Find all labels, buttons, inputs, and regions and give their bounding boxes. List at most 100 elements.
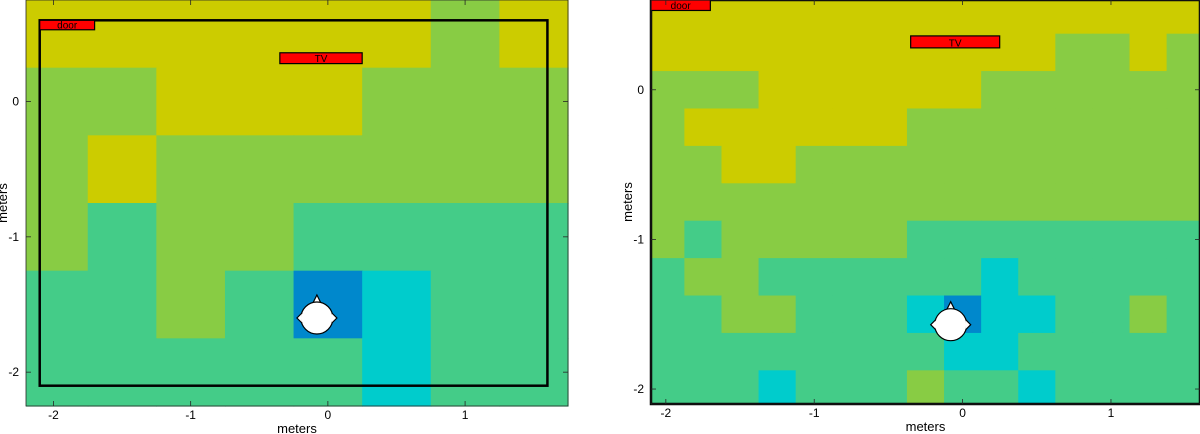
heatmap-cell [1129, 108, 1168, 147]
heatmap-cell [795, 332, 834, 371]
heatmap-cell [651, 33, 685, 72]
heatmap-cell [224, 135, 295, 204]
heatmap-cell [795, 370, 834, 405]
heatmap-cell [795, 0, 834, 35]
heatmap-cell [1129, 332, 1168, 371]
heatmap-cell [1018, 108, 1056, 147]
heatmap-cell [293, 135, 363, 204]
heatmap-cell [1166, 332, 1200, 371]
heatmap-cell [499, 0, 569, 69]
heatmap-cell [87, 67, 157, 136]
heatmap-cell [224, 67, 295, 136]
heatmap-cell [430, 67, 500, 136]
x-axis-title: meters [906, 419, 946, 434]
tv-marker [279, 52, 363, 65]
heatmap-cell [684, 370, 723, 405]
heatmap-cell [1018, 295, 1056, 334]
heatmap-cell [906, 108, 945, 147]
heatmap-cell [721, 295, 760, 334]
heatmap-cell [293, 67, 363, 136]
heatmap-cell [758, 220, 797, 259]
heatmap-cell [721, 71, 760, 110]
heatmap-cell [869, 108, 908, 147]
heatmap-cell [651, 108, 685, 147]
heatmap-cell [1055, 0, 1094, 35]
heatmap-cell [156, 0, 226, 69]
heatmap-cell [651, 145, 685, 184]
y-tick-label: -2 [633, 382, 644, 396]
heatmap-cell [721, 220, 760, 259]
heatmap-cell [869, 71, 908, 110]
heatmap-cell [721, 370, 760, 405]
heatmap-cell [1055, 220, 1094, 259]
heatmap-cell [1129, 71, 1168, 110]
heatmap-cell [1129, 370, 1168, 405]
heatmap-cells [651, 0, 1200, 405]
heatmap-cell [906, 183, 945, 222]
heatmap-cell [499, 203, 569, 272]
right-heatmap-panel: door TV -2 -1 0 1 -2 -1 0 meters meters [620, 0, 1200, 434]
heatmap-cell [651, 258, 685, 297]
heatmap-cell [721, 145, 760, 184]
heatmap-cell [1018, 33, 1056, 72]
room-outline [38, 19, 549, 387]
heatmap-cell [906, 370, 945, 405]
heatmap-cell [1129, 183, 1168, 222]
heatmap-cell [832, 183, 871, 222]
heatmap-cell [651, 71, 685, 110]
tv-label: TV [315, 54, 328, 65]
heatmap-cell [293, 338, 363, 407]
heatmap-cell [869, 370, 908, 405]
heatmap-cell [906, 220, 945, 259]
heatmap-cell [87, 338, 157, 407]
heatmap-cells [26, 0, 569, 407]
heatmap-cell [651, 332, 685, 371]
heatmap-cell [944, 0, 982, 35]
heatmap-cell [362, 270, 432, 339]
head-right-ear [331, 312, 338, 324]
head-right-ear [965, 319, 972, 331]
y-tick-label: -1 [8, 230, 19, 244]
heatmap-cell [869, 183, 908, 222]
heatmap-cell [1055, 145, 1094, 184]
heatmap-cell [869, 220, 908, 259]
heatmap-cell [795, 71, 834, 110]
heatmap-cell [832, 0, 871, 35]
heatmap-cell [156, 67, 226, 136]
heatmap-cell [832, 332, 871, 371]
heatmap-cell [684, 220, 723, 259]
heatmap-cell [981, 145, 1019, 184]
tv-label: TV [949, 38, 962, 49]
heatmap-cell [87, 135, 157, 204]
door-marker [39, 19, 96, 31]
heatmap-cell [721, 108, 760, 147]
heatmap-cell [758, 183, 797, 222]
heatmap-cell [981, 258, 1019, 297]
heatmap-cell [156, 203, 226, 272]
heatmap-cell [224, 270, 295, 339]
heatmap-cell [721, 183, 760, 222]
head-left-ear [296, 312, 303, 324]
heatmap-cell [684, 295, 723, 334]
heatmap-cell [832, 258, 871, 297]
heatmap-cell [795, 33, 834, 72]
y-tick-label: -1 [633, 232, 644, 246]
heatmap-cell [795, 220, 834, 259]
heatmap-cell [1092, 71, 1131, 110]
heatmap-cell [87, 203, 157, 272]
listener-head-icon [929, 300, 972, 342]
heatmap-cell [1092, 258, 1131, 297]
heatmap-cell [1092, 370, 1131, 405]
heatmap-cell [981, 183, 1019, 222]
heatmap-cell [944, 258, 982, 297]
heatmap-cell [981, 108, 1019, 147]
heatmap-cell [758, 370, 797, 405]
heatmap-cell [26, 67, 89, 136]
heatmap-cell [832, 370, 871, 405]
heatmap-cell [293, 203, 363, 272]
heatmap-cell [499, 67, 569, 136]
heatmap-cell [499, 135, 569, 204]
heatmap-cell [981, 0, 1019, 35]
heatmap-cell [224, 203, 295, 272]
